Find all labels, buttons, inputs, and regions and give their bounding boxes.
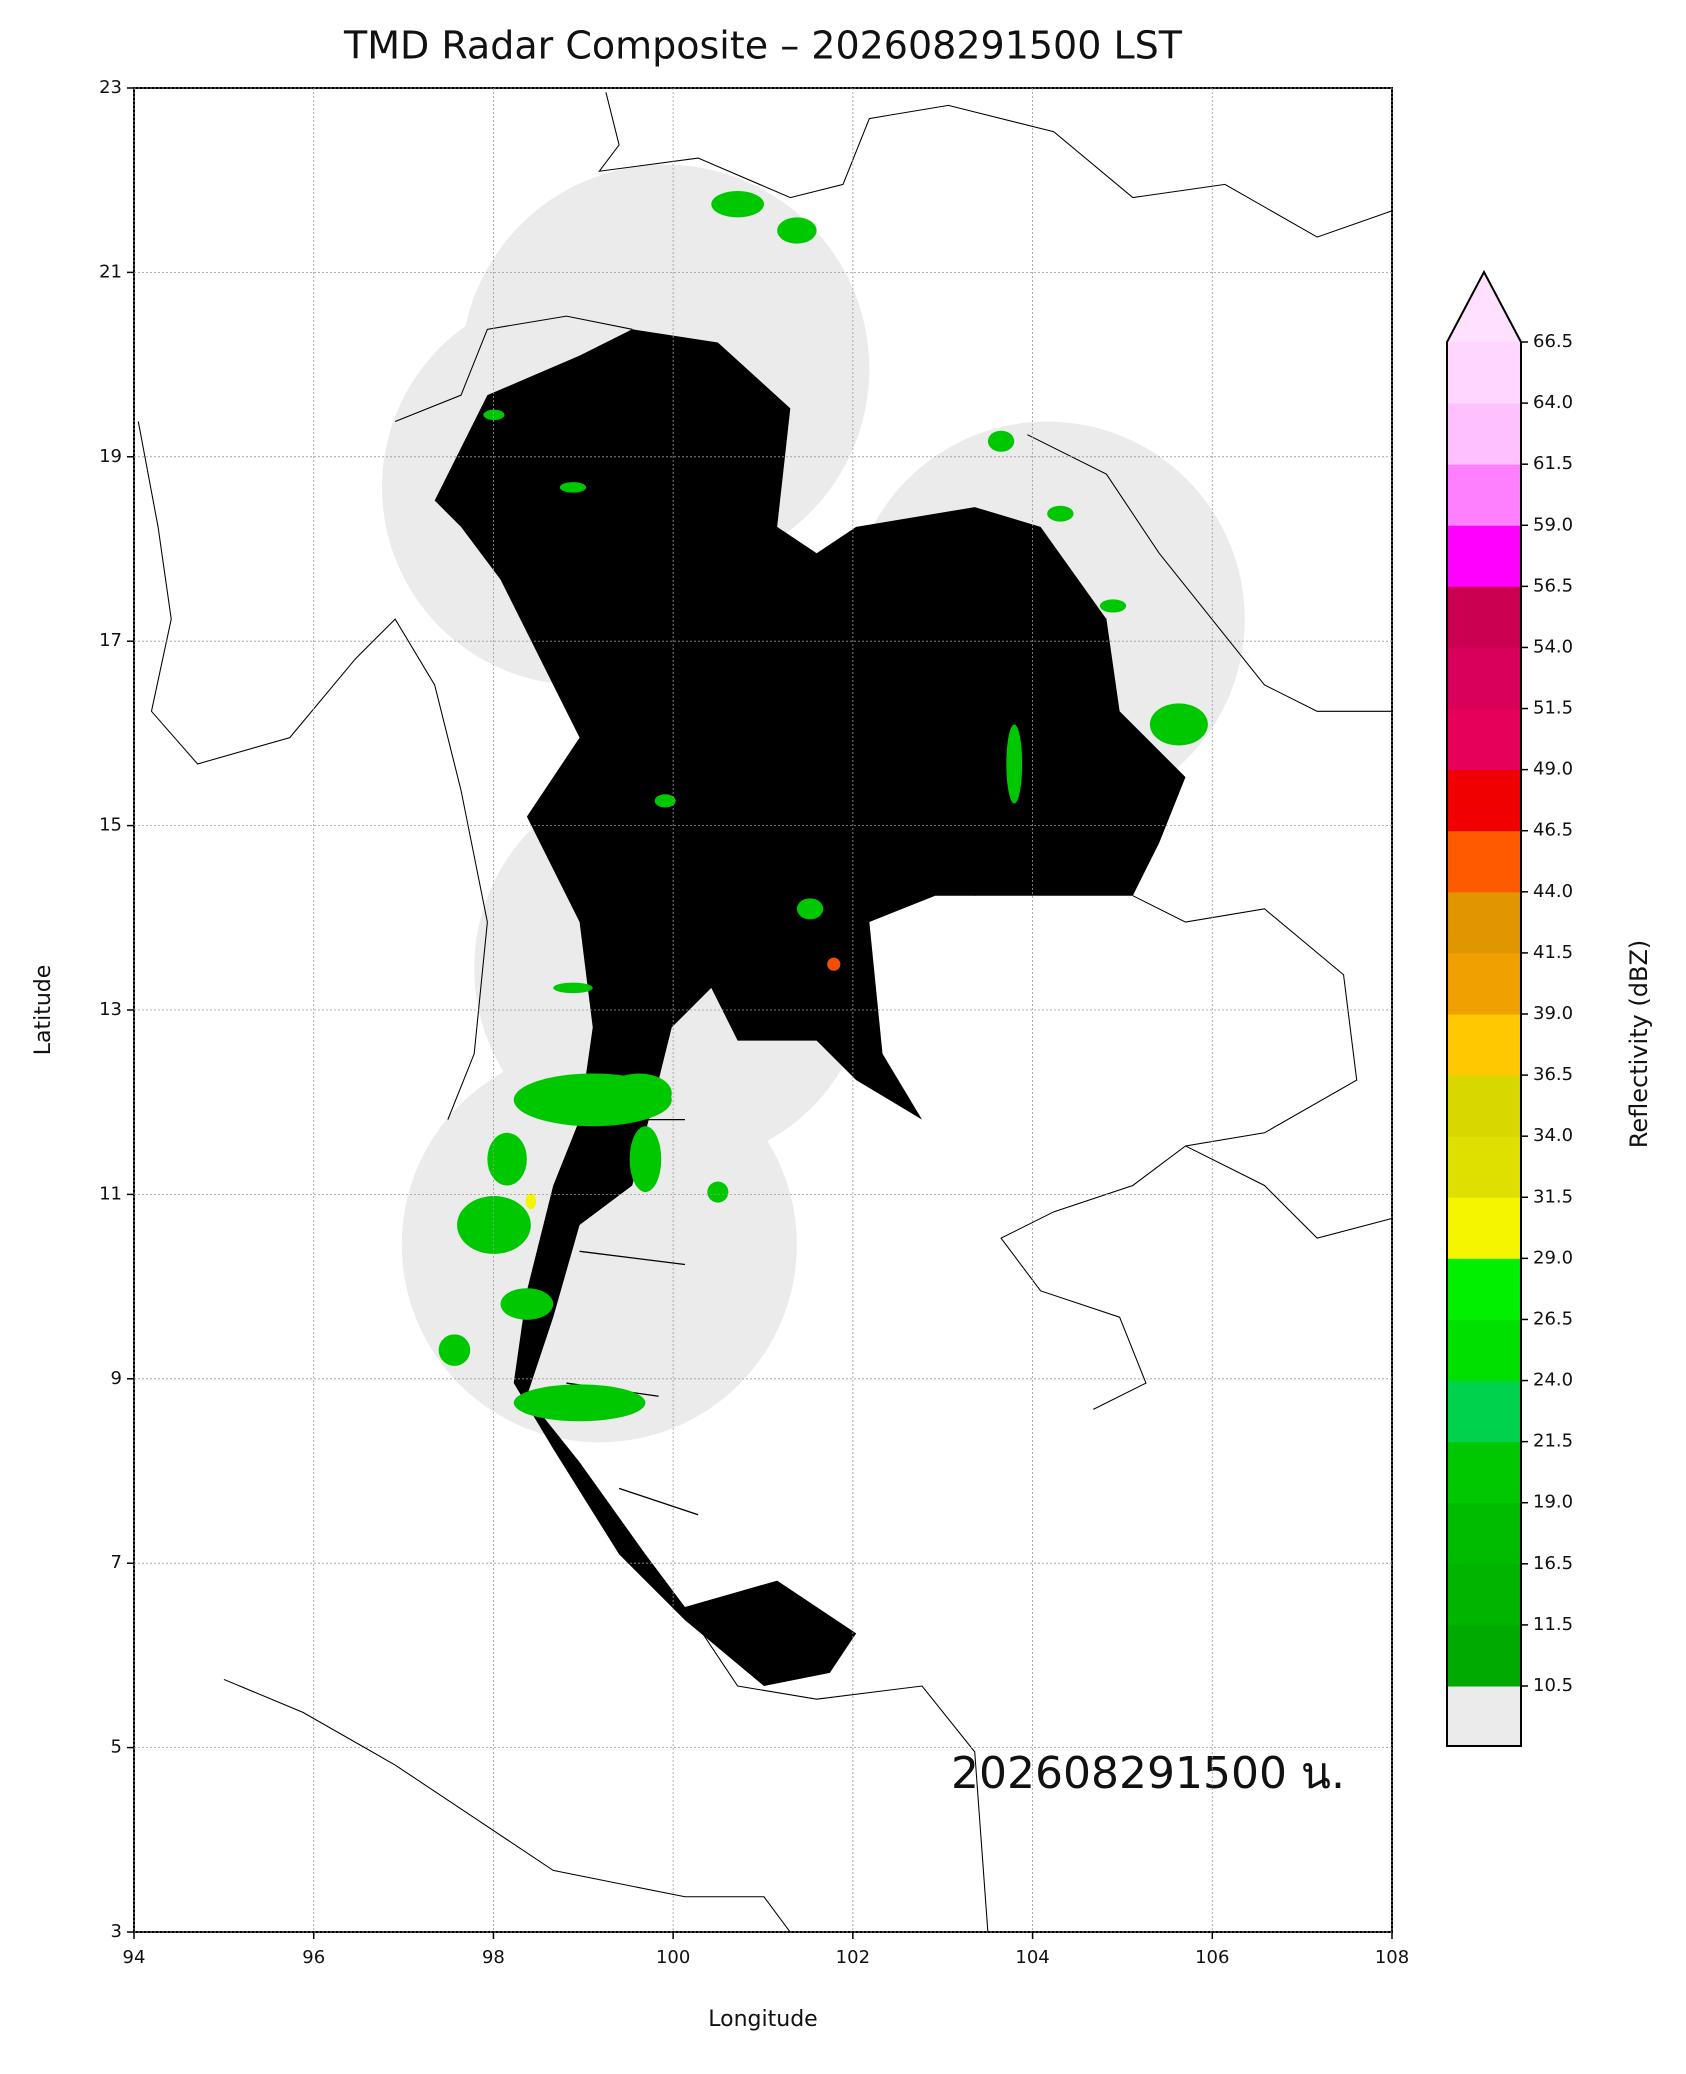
colorbar-segment	[1447, 1136, 1521, 1198]
y-tick-label: 3	[111, 1921, 122, 1942]
y-tick-label: 9	[111, 1368, 122, 1389]
colorbar-tick-label: 36.5	[1533, 1064, 1573, 1085]
x-tick-label: 102	[836, 1947, 870, 1968]
y-tick-label: 17	[99, 630, 122, 651]
colorbar-tick-label: 34.0	[1533, 1125, 1573, 1146]
rain-echo-strong	[525, 1193, 537, 1210]
colorbar-tick-label: 61.5	[1533, 453, 1573, 474]
x-tick-label: 96	[302, 1947, 325, 1968]
colorbar-tick-label: 44.0	[1533, 881, 1573, 902]
colorbar-tick-label: 51.5	[1533, 698, 1573, 719]
colorbar-tick-label: 64.0	[1533, 392, 1573, 413]
colorbar-tick-label: 59.0	[1533, 514, 1573, 535]
colorbar-segment	[1447, 769, 1521, 832]
colorbar-segment	[1447, 952, 1521, 1015]
colorbar-over	[1447, 272, 1521, 342]
colorbar-under	[1447, 1686, 1521, 1746]
colorbar-tick-label: 26.5	[1533, 1308, 1573, 1329]
coastlines	[137, 92, 1393, 1933]
colorbar-segment	[1447, 586, 1521, 648]
colorbar-segment	[1447, 1014, 1521, 1076]
rain-echo-strong	[827, 957, 841, 971]
y-tick-label: 11	[99, 1183, 122, 1204]
x-tick-label: 108	[1375, 1947, 1409, 1968]
colorbar-segment	[1447, 403, 1521, 465]
colorbar-segment	[1447, 1563, 1521, 1626]
colorbar-tick-label: 49.0	[1533, 759, 1573, 780]
colorbar-tick-label: 46.5	[1533, 820, 1573, 841]
colorbar-label: Reflectivity (dBZ)	[1625, 940, 1653, 1149]
colorbar-segment	[1447, 830, 1521, 893]
x-tick-label: 94	[123, 1947, 146, 1968]
colorbar-segment	[1447, 1624, 1521, 1687]
colorbar-segment	[1447, 891, 1521, 954]
y-tick-label: 7	[111, 1552, 122, 1573]
x-tick-label: 98	[482, 1947, 505, 1968]
colorbar-segment	[1447, 708, 1521, 771]
colorbar-tick-label: 39.0	[1533, 1003, 1573, 1024]
colorbar-tick-label: 11.5	[1533, 1614, 1573, 1635]
x-tick-label: 106	[1195, 1947, 1229, 1968]
colorbar-segment	[1447, 1258, 1521, 1320]
y-tick-label: 19	[99, 446, 122, 467]
colorbar-tick-label: 56.5	[1533, 575, 1573, 596]
colorbar-segment	[1447, 525, 1521, 587]
y-tick-label: 23	[99, 77, 122, 98]
colorbar-tick-label: 19.0	[1533, 1492, 1573, 1513]
colorbar-tick-label: 10.5	[1533, 1675, 1573, 1696]
y-tick-label: 21	[99, 261, 122, 282]
colorbar-segment	[1447, 464, 1521, 526]
y-tick-label: 15	[99, 815, 122, 836]
rain-echoes	[438, 190, 1208, 1422]
colorbar-tick-label: 31.5	[1533, 1186, 1573, 1207]
colorbar-segment	[1447, 1380, 1521, 1443]
colorbar-tick-label: 54.0	[1533, 636, 1573, 657]
colorbar-tick-label: 66.5	[1533, 331, 1573, 352]
colorbar-tick-label: 16.5	[1533, 1553, 1573, 1574]
colorbar-segment	[1447, 1502, 1521, 1565]
colorbar-segment	[1447, 1075, 1521, 1137]
colorbar-tick-label: 29.0	[1533, 1247, 1573, 1268]
colorbar-frame	[1446, 269, 1522, 1747]
colorbar-segment	[1447, 647, 1521, 710]
colorbar-segment	[1447, 1197, 1521, 1259]
x-tick-label: 100	[656, 1947, 690, 1968]
y-tick-label: 5	[111, 1737, 122, 1758]
colorbar-tick-label: 24.0	[1533, 1370, 1573, 1391]
time-annotation: 202608291500 น.	[951, 1748, 1345, 1799]
colorbar-segment	[1447, 1441, 1521, 1504]
chart-title: TMD Radar Composite – 202608291500 LST	[343, 24, 1183, 68]
y-tick-label: 13	[99, 999, 122, 1020]
colorbar-segment	[1447, 1319, 1521, 1382]
map-layer	[137, 92, 1393, 1933]
colorbar-tick-label: 21.5	[1533, 1431, 1573, 1452]
thailand-outline	[434, 329, 1186, 1687]
y-axis-label: Latitude	[31, 965, 56, 1056]
colorbar-segment	[1447, 342, 1521, 404]
x-tick-label: 104	[1015, 1947, 1049, 1968]
x-axis-label: Longitude	[708, 2007, 817, 2032]
colorbar-tick-label: 41.5	[1533, 942, 1573, 963]
